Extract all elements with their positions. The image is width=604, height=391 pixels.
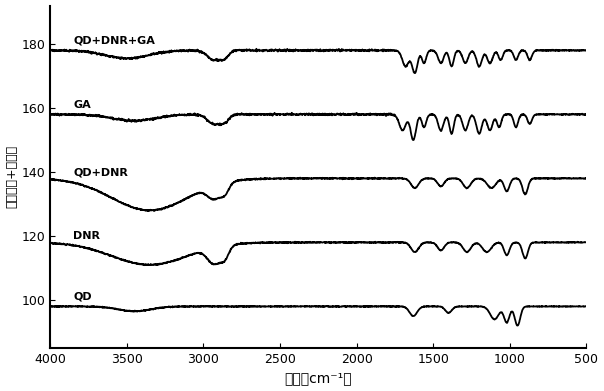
Y-axis label: 透光度％+偏移量: 透光度％+偏移量: [5, 145, 19, 208]
Text: GA: GA: [73, 100, 91, 109]
Text: DNR: DNR: [73, 231, 100, 241]
Text: QD+DNR: QD+DNR: [73, 167, 128, 178]
Text: QD: QD: [73, 292, 92, 302]
Text: QD+DNR+GA: QD+DNR+GA: [73, 36, 155, 45]
X-axis label: 波数（cm⁻¹）: 波数（cm⁻¹）: [284, 371, 352, 386]
